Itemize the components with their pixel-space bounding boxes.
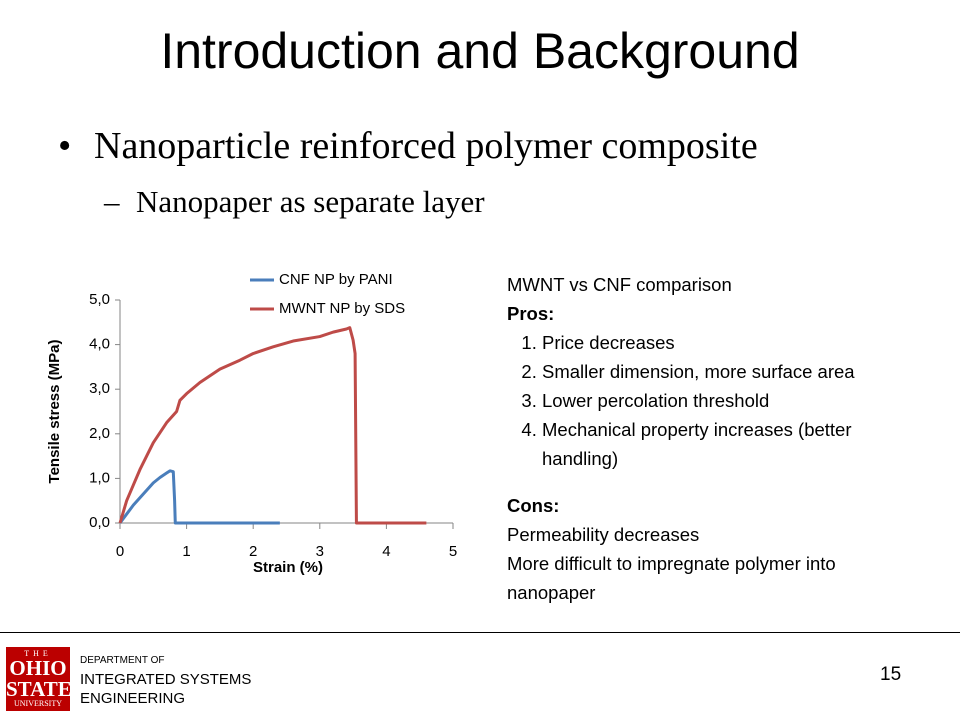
- x-tick-label: 4: [382, 543, 390, 560]
- logo-text: OHIO: [9, 656, 67, 680]
- y-tick-label: 0,0: [89, 514, 110, 531]
- series-line: [118, 469, 280, 525]
- logo-text: STATE: [6, 677, 72, 701]
- pro-item: Smaller dimension, more surface area: [542, 357, 927, 386]
- bullet: • Nanoparticle reinforced polymer composi…: [58, 125, 758, 167]
- cons-label: Cons:: [507, 495, 560, 516]
- notes: MWNT vs CNF comparison Pros: Price decre…: [507, 270, 927, 607]
- y-tick-label: 3,0: [89, 380, 110, 397]
- chart: 0,0 1,0 2,0 3,0 4,0 5,0 0 1 2 3 4 5 Strain (%) Tensil…: [46, 271, 457, 576]
- pro-item: Price decreases: [542, 328, 927, 357]
- legend-label: MWNT NP by SDS: [279, 300, 405, 317]
- footer-rule: [0, 632, 960, 633]
- department-line: DEPARTMENT OF: [80, 655, 165, 666]
- x-axis-label: Strain (%): [253, 559, 323, 576]
- logo-text: UNIVERSITY: [14, 699, 62, 708]
- x-tick-label: 1: [182, 543, 190, 560]
- x-tick-label: 0: [116, 543, 124, 560]
- pros-label: Pros:: [507, 303, 555, 324]
- x-tick-label: 5: [449, 543, 457, 560]
- page-number: 15: [880, 664, 902, 685]
- bullet-text: Nanoparticle reinforced polymer composit…: [94, 125, 758, 167]
- department: DEPARTMENT OF INTEGRATED SYSTEMS ENGINEE…: [80, 651, 251, 708]
- x-tick-label: 2: [249, 543, 257, 560]
- y-tick-label: 2,0: [89, 425, 110, 442]
- logo-text: THE: [24, 649, 52, 658]
- pros-list: Price decreases Smaller dimension, more …: [507, 328, 927, 473]
- pro-item: Mechanical property increases (better ha…: [542, 415, 927, 473]
- con-item: More difficult to impregnate polymer int…: [507, 553, 836, 603]
- y-axis-label: Tensile stress (MPa): [46, 340, 63, 484]
- series-line: [118, 326, 427, 525]
- sub-bullet: – Nanopaper as separate layer: [104, 184, 485, 219]
- y-tick-label: 1,0: [89, 469, 110, 486]
- department-line: ENGINEERING: [80, 690, 186, 707]
- logo: THE OHIO STATE UNIVERSITY: [6, 647, 72, 711]
- y-tick-label: 5,0: [89, 291, 110, 308]
- notes-heading: MWNT vs CNF comparison: [507, 274, 732, 295]
- sub-bullet-text: Nanopaper as separate layer: [136, 184, 485, 219]
- x-tick-label: 3: [316, 543, 324, 560]
- slide-title: Introduction and Background: [160, 23, 800, 79]
- pro-item: Lower percolation threshold: [542, 386, 927, 415]
- y-tick-label: 4,0: [89, 336, 110, 353]
- con-item: Permeability decreases: [507, 524, 700, 545]
- department-line: INTEGRATED SYSTEMS: [80, 671, 252, 688]
- legend-label: CNF NP by PANI: [279, 271, 393, 288]
